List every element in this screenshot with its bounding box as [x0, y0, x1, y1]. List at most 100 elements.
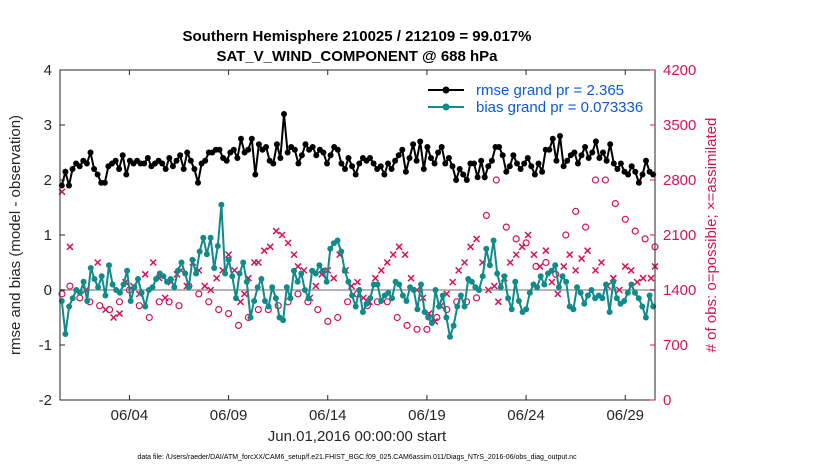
obs-possible-point: [324, 317, 332, 325]
rmse-point: [191, 166, 198, 172]
bias-point: [378, 298, 385, 304]
obs-assimilated-point: [578, 255, 586, 263]
bias-point: [494, 270, 501, 277]
legend: rmse grand pr = 2.365 bias grand pr = 0.…: [420, 76, 650, 120]
obs-possible-series: [58, 176, 659, 333]
bias-point: [447, 333, 453, 340]
bias-point: [135, 276, 141, 282]
obs-possible-point: [314, 306, 322, 314]
x-tick-label: 06/09: [210, 407, 248, 424]
bias-point: [258, 276, 265, 282]
rmse-point: [184, 149, 191, 156]
bias-point: [87, 265, 94, 271]
obs-assimilated-point: [627, 266, 635, 274]
rmse-point: [431, 160, 438, 167]
obs-assimilated-point: [312, 282, 320, 290]
bias-point: [225, 256, 232, 263]
rmse-point: [617, 160, 624, 167]
obs-possible-point: [225, 310, 233, 318]
bias-point: [624, 289, 631, 296]
obs-assimilated-point: [615, 286, 623, 294]
bias-point: [374, 281, 381, 288]
bias-point: [541, 281, 548, 288]
bias-point: [563, 278, 570, 285]
rmse-point: [141, 160, 148, 167]
x-tick-label: 06/04: [111, 407, 149, 424]
obs-assimilated-point: [213, 274, 221, 282]
bias-point: [66, 303, 73, 310]
obs-assimilated-point: [353, 278, 362, 286]
bias-point: [243, 278, 250, 285]
rmse-point: [255, 141, 262, 148]
y-left-axis-label: rmse and bias (model - observation): [7, 115, 24, 355]
rmse-point: [578, 152, 585, 159]
obs-assimilated-point: [449, 278, 457, 286]
rmse-point: [546, 146, 553, 153]
rmse-point: [524, 155, 531, 161]
rmse-series: [58, 111, 657, 189]
obs-assimilated-point: [149, 258, 157, 267]
rmse-point: [435, 149, 442, 156]
rmse-point: [377, 163, 384, 170]
obs-possible-point: [423, 325, 431, 333]
rmse-point: [453, 177, 460, 183]
rmse-point: [417, 138, 424, 145]
bias-point: [534, 284, 541, 291]
rmse-point: [582, 144, 589, 150]
bias-point: [461, 303, 468, 310]
obs-possible-point: [611, 200, 619, 208]
rmse-point: [263, 144, 270, 150]
obs-assimilated-point: [272, 227, 280, 235]
bias-point: [581, 300, 588, 307]
rmse-point: [345, 155, 352, 161]
rmse-point: [313, 152, 320, 159]
rmse-point: [385, 160, 391, 167]
bias-point: [171, 284, 178, 291]
rmse-point: [62, 168, 69, 175]
bias-point: [468, 278, 475, 285]
bias-point: [599, 295, 606, 302]
bias-point: [283, 284, 290, 291]
rmse-point: [410, 141, 417, 148]
rmse-point: [406, 155, 413, 161]
obs-possible-point: [383, 298, 391, 306]
rmse-point: [424, 144, 431, 150]
bias-point: [497, 284, 504, 291]
bias-point: [323, 278, 330, 285]
y-right-tick-label: 0: [663, 392, 671, 409]
bias-point: [153, 276, 160, 282]
rmse-point: [420, 166, 427, 172]
obs-assimilated-point: [290, 251, 298, 259]
rmse-point: [614, 166, 621, 172]
rmse-point: [76, 163, 83, 170]
bias-point: [548, 267, 555, 274]
rmse-point: [478, 157, 485, 164]
obs-possible-point: [334, 313, 342, 322]
obs-assimilated-point: [330, 274, 338, 282]
bias-point: [95, 284, 102, 291]
rmse-point: [202, 157, 209, 164]
bias-point: [265, 303, 272, 310]
rmse-point: [557, 133, 563, 139]
obs-assimilated-point: [506, 258, 514, 267]
obs-assimilated-point: [490, 282, 498, 290]
rmse-point: [514, 160, 520, 167]
bias-point: [182, 270, 189, 277]
obs-possible-point: [492, 176, 500, 184]
rmse-point: [474, 174, 481, 181]
rmse-point: [496, 144, 503, 150]
y-right-axis-ticks: 0 700 1400 2100 2800 3500 4200: [650, 62, 696, 409]
bias-point: [421, 309, 428, 315]
bias-point: [621, 298, 628, 304]
bias-point: [149, 284, 156, 291]
bias-point: [334, 237, 341, 244]
bias-point: [305, 295, 312, 302]
bias-point: [218, 201, 225, 208]
rmse-point: [187, 157, 194, 164]
obs-possible-point: [403, 321, 411, 329]
rmse-point: [471, 160, 477, 167]
rmse-point: [248, 135, 255, 142]
rmse-point: [177, 152, 184, 159]
rmse-point: [413, 157, 420, 164]
rmse-point: [445, 155, 452, 161]
